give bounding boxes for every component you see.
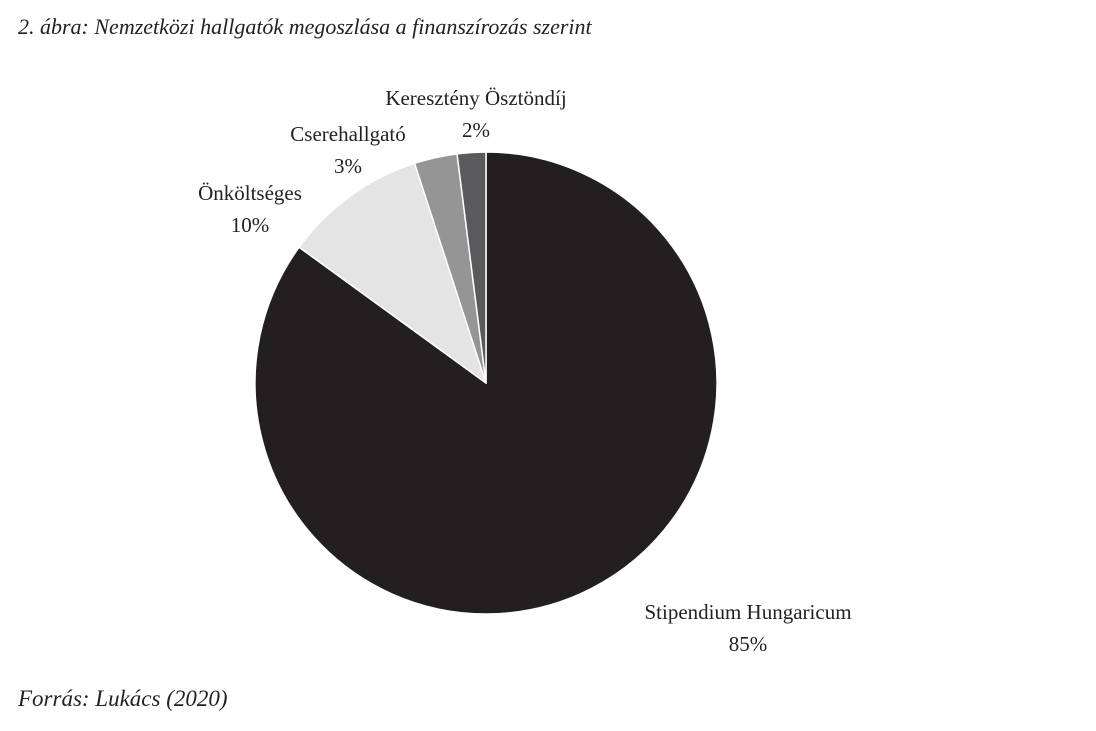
slice-value-cserehallgato: 3% xyxy=(334,154,362,178)
pie-slices xyxy=(254,151,718,615)
slice-value-onkoltseges: 10% xyxy=(231,213,270,237)
slice-value-kereszteny-osztondij: 2% xyxy=(462,118,490,142)
pie-slice-onkoltseges xyxy=(298,162,487,384)
slice-label-kereszteny-osztondij: Keresztény Ösztöndíj xyxy=(385,86,566,110)
slice-value-stipendium-hungaricum: 85% xyxy=(729,632,768,656)
pie-labels: Stipendium Hungaricum 85% Önköltséges 10% Cs… xyxy=(198,86,851,656)
slice-label-onkoltseges: Önköltséges xyxy=(198,181,302,205)
figure-source: Forrás: Lukács (2020) xyxy=(18,686,228,711)
slice-label-stipendium-hungaricum: Stipendium Hungaricum xyxy=(644,600,851,624)
pie-slice-kereszteny-osztondij xyxy=(456,151,487,384)
slice-label-cserehallgato: Cserehallgató xyxy=(290,122,405,146)
figure-caption: 2. ábra: Nemzetközi hallgatók megoszlása… xyxy=(18,14,592,39)
